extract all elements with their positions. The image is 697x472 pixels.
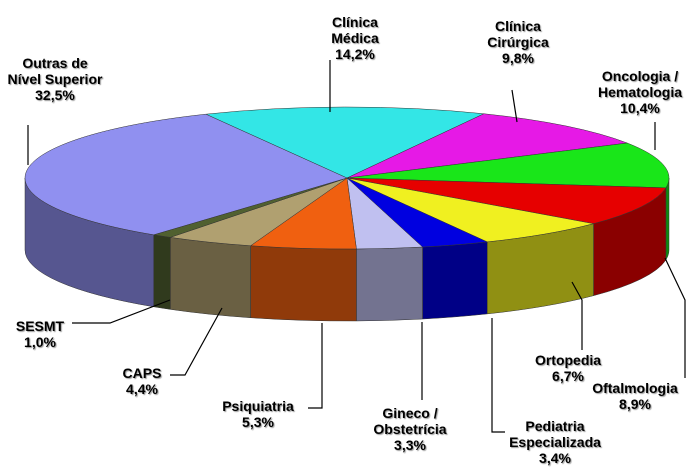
category-name: Ortopedia xyxy=(534,352,602,368)
category-name: Clínica Médica xyxy=(331,14,379,46)
slice-label: Ortopedia 6,7% xyxy=(518,352,618,384)
value-label: 1,0% xyxy=(24,334,56,350)
slice xyxy=(24,113,348,236)
slice-label: Oncologia / Hematologia 10,4% xyxy=(580,68,697,116)
leader-line xyxy=(571,281,583,350)
value-label: 3,4% xyxy=(539,450,571,466)
value-label: 10,4% xyxy=(620,100,660,116)
category-name: Oncologia / Hematologia xyxy=(597,68,682,100)
category-name: Outras de Nível Superior xyxy=(7,55,103,87)
value-label: 5,3% xyxy=(242,414,274,430)
slice-side xyxy=(356,246,423,322)
slice-side xyxy=(665,177,670,261)
value-label: 3,3% xyxy=(394,437,426,453)
value-label: 6,7% xyxy=(552,368,584,384)
category-name: Oftalmologia xyxy=(592,380,678,396)
slice-label: CAPS 4,4% xyxy=(112,365,172,397)
value-label: 9,8% xyxy=(502,50,534,66)
category-name: Clínica Cirúrgica xyxy=(487,18,549,50)
slice-label: Clínica Cirúrgica 9,8% xyxy=(473,18,563,66)
leader-line xyxy=(308,323,323,409)
slice xyxy=(346,177,594,243)
slice xyxy=(346,142,670,189)
value-label: 4,4% xyxy=(126,381,158,397)
leader-line xyxy=(491,318,505,433)
leader-line xyxy=(72,299,171,324)
value-label: 14,2% xyxy=(335,46,375,62)
leader-line xyxy=(664,257,686,378)
slice-side xyxy=(170,237,251,319)
category-name: Gineco / Obstetrícia xyxy=(373,405,447,437)
slice-side xyxy=(153,234,171,310)
category-name: CAPS xyxy=(122,365,162,381)
leader-line xyxy=(170,307,223,376)
slice-label: Psiquiatria 5,3% xyxy=(208,398,308,430)
slice-label: Clínica Médica 14,2% xyxy=(315,14,395,62)
value-label: 8,9% xyxy=(619,396,651,412)
slice-label: Gineco / Obstetrícia 3,3% xyxy=(360,405,460,453)
slice-label: Pediatria Especializada 3,4% xyxy=(495,418,615,466)
category-name: SESMT xyxy=(15,318,65,334)
value-label: 32,5% xyxy=(35,87,75,103)
slice xyxy=(346,113,628,179)
slice-label: Outras de Nível Superior 32,5% xyxy=(5,55,105,103)
slice-side xyxy=(250,245,357,322)
slice-side xyxy=(422,241,488,320)
slice-label: SESMT 1,0% xyxy=(10,318,70,350)
category-name: Psiquiatria xyxy=(222,398,294,414)
slice-label: Oftalmologia 8,9% xyxy=(580,380,690,412)
category-name: Pediatria Especializada xyxy=(509,418,601,450)
leader-line xyxy=(511,89,518,123)
slice xyxy=(204,106,485,179)
slice xyxy=(346,177,667,224)
